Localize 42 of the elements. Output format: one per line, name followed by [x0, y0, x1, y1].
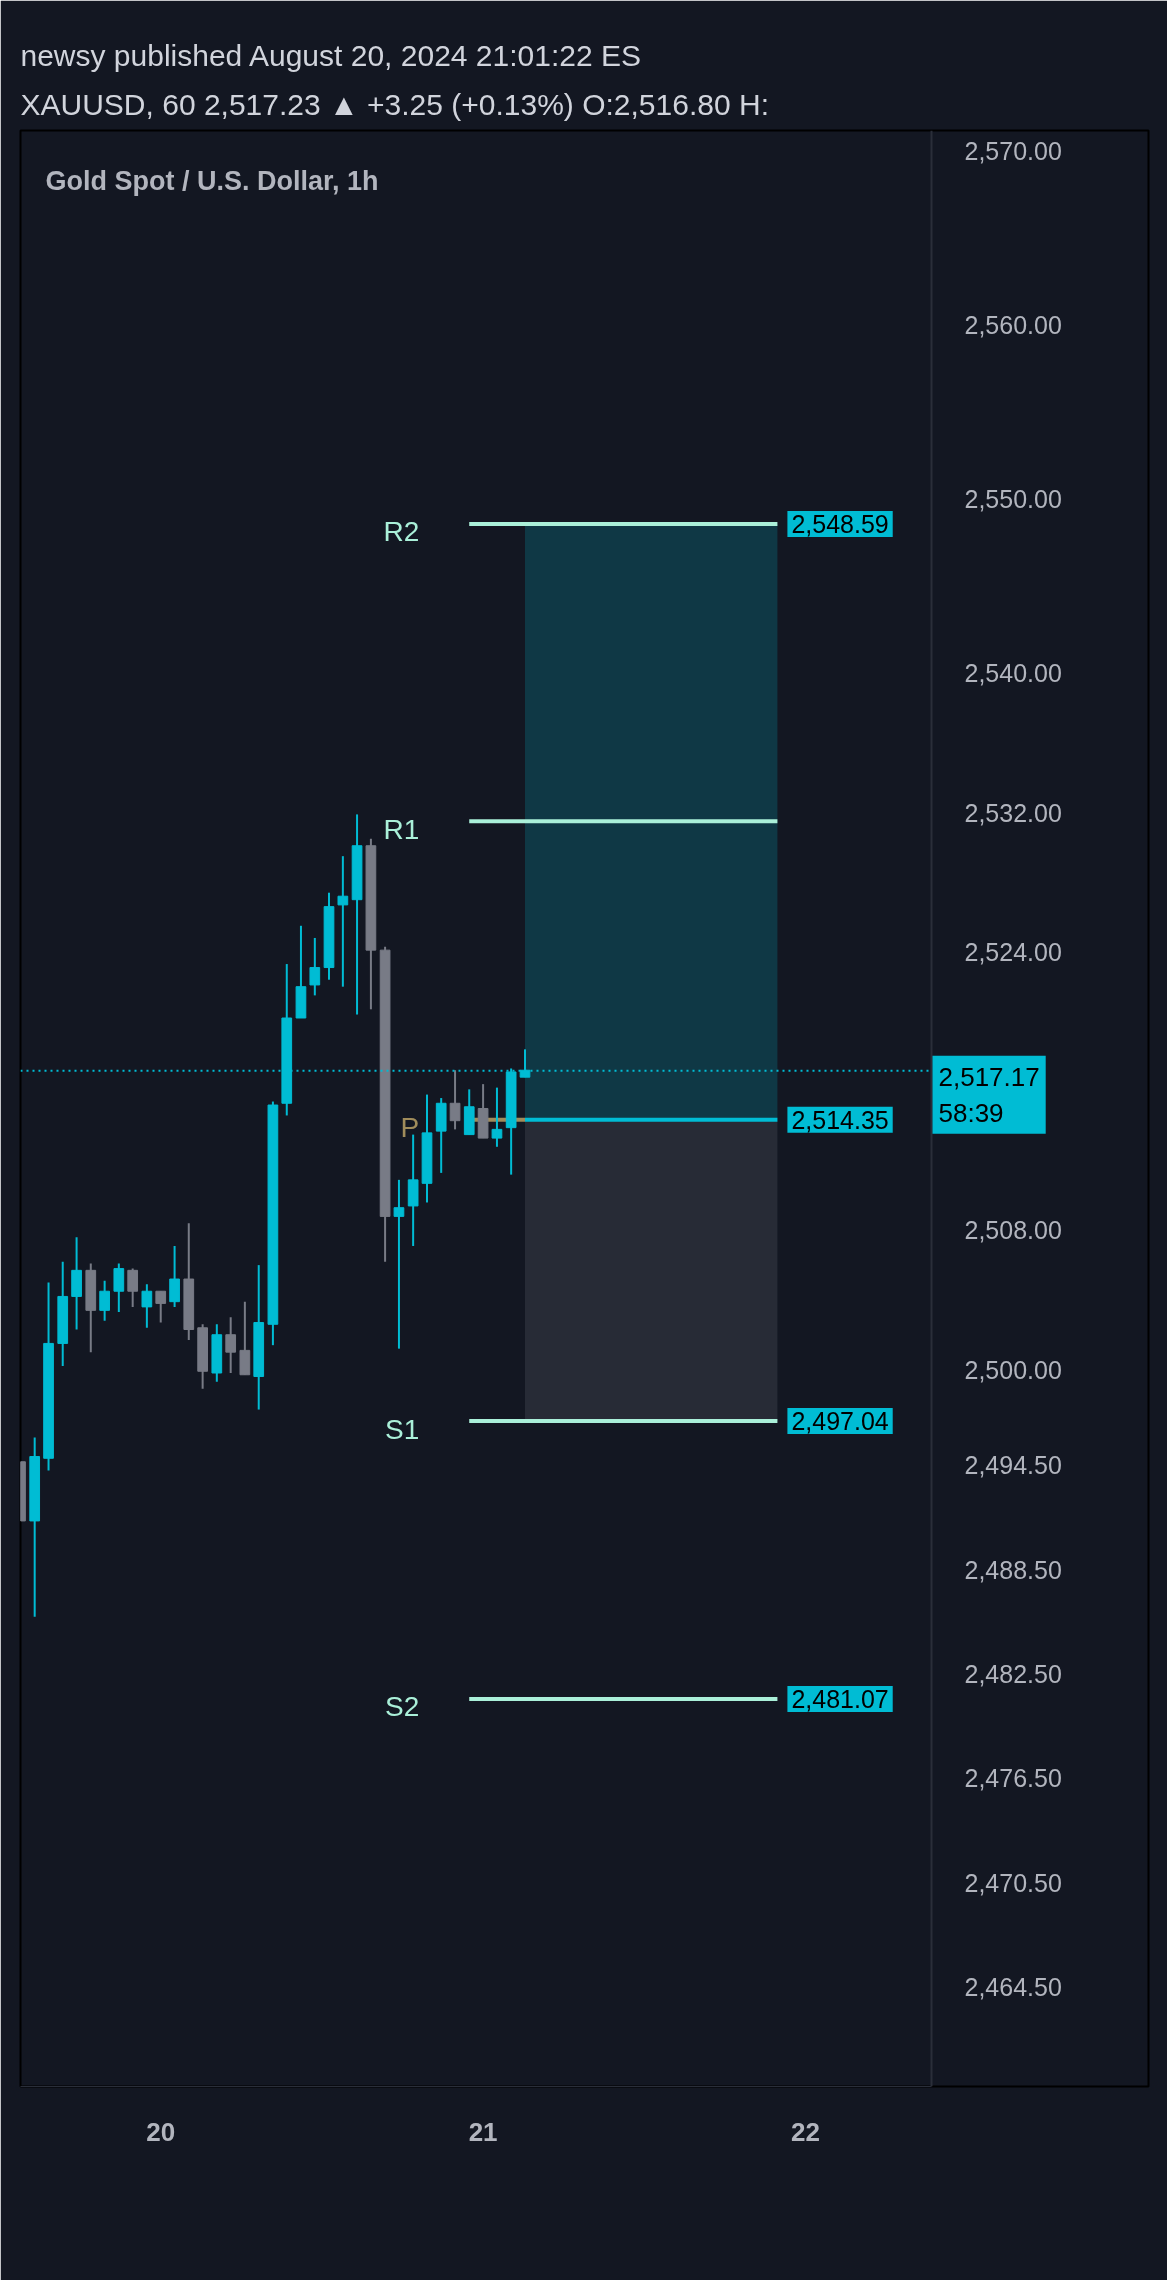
y-tick-label: 2,540.00 — [964, 659, 1062, 688]
y-tick-label: 2,494.50 — [964, 1451, 1062, 1480]
y-tick-label: 2,560.00 — [964, 311, 1062, 340]
candlestick — [225, 1316, 237, 1375]
series-label: R2 — [383, 516, 420, 548]
chart-title: newsy published August 20, 2024 21:01:22 ES — [20, 38, 641, 72]
data-label: 2,548.59 — [791, 509, 889, 538]
candlestick — [491, 1086, 503, 1148]
annotation: Gold Spot / U.S. Dollar, 1h — [45, 165, 379, 196]
y-tick-label: 2,550.00 — [964, 485, 1062, 514]
y-tick-label: 2,470.50 — [964, 1868, 1062, 1897]
chart-subtitle: XAUUSD, 60 2,517.23 ▲ +3.25 (+0.13%) O:2,516.80 H: — [20, 87, 769, 121]
candlestick — [337, 855, 349, 988]
y-tick-label: 2,476.50 — [964, 1764, 1062, 1793]
candlestick — [309, 936, 321, 997]
data-label: 2,497.04 — [791, 1407, 889, 1436]
candlestick — [449, 1069, 461, 1131]
candlestick — [393, 1178, 405, 1350]
y-tick-label: 2,532.00 — [964, 798, 1062, 827]
series-label: R1 — [383, 813, 420, 845]
x-tick-label: 21 — [468, 2116, 498, 2147]
candlestick — [169, 1244, 180, 1308]
x-tick-label: 20 — [146, 2116, 176, 2147]
data-label: 2,481.07 — [791, 1684, 889, 1713]
candlestick — [155, 1290, 167, 1324]
candlestick — [99, 1279, 110, 1322]
y-tick-label: 2,524.00 — [964, 937, 1062, 966]
candlestick — [141, 1283, 153, 1329]
y-tick-label: 2,464.50 — [964, 1973, 1062, 2002]
series-label: S2 — [384, 1691, 420, 1723]
y-tick-label: 2,488.50 — [964, 1555, 1062, 1584]
y-tick-label: 2,570.00 — [964, 137, 1062, 166]
candlestick — [127, 1267, 139, 1308]
ref-line-label: 2,517.17 58:39 — [938, 1061, 1040, 1128]
series-label: P — [400, 1112, 420, 1144]
x-tick-label: 22 — [791, 2116, 820, 2147]
y-tick-label: 2,482.50 — [964, 1660, 1062, 1689]
y-tick-label: 2,500.00 — [964, 1355, 1062, 1384]
y-tick-label: 2,508.00 — [964, 1216, 1062, 1245]
candlestick — [113, 1262, 125, 1314]
series-label: S1 — [384, 1413, 420, 1445]
data-label: 2,514.35 — [791, 1105, 889, 1134]
